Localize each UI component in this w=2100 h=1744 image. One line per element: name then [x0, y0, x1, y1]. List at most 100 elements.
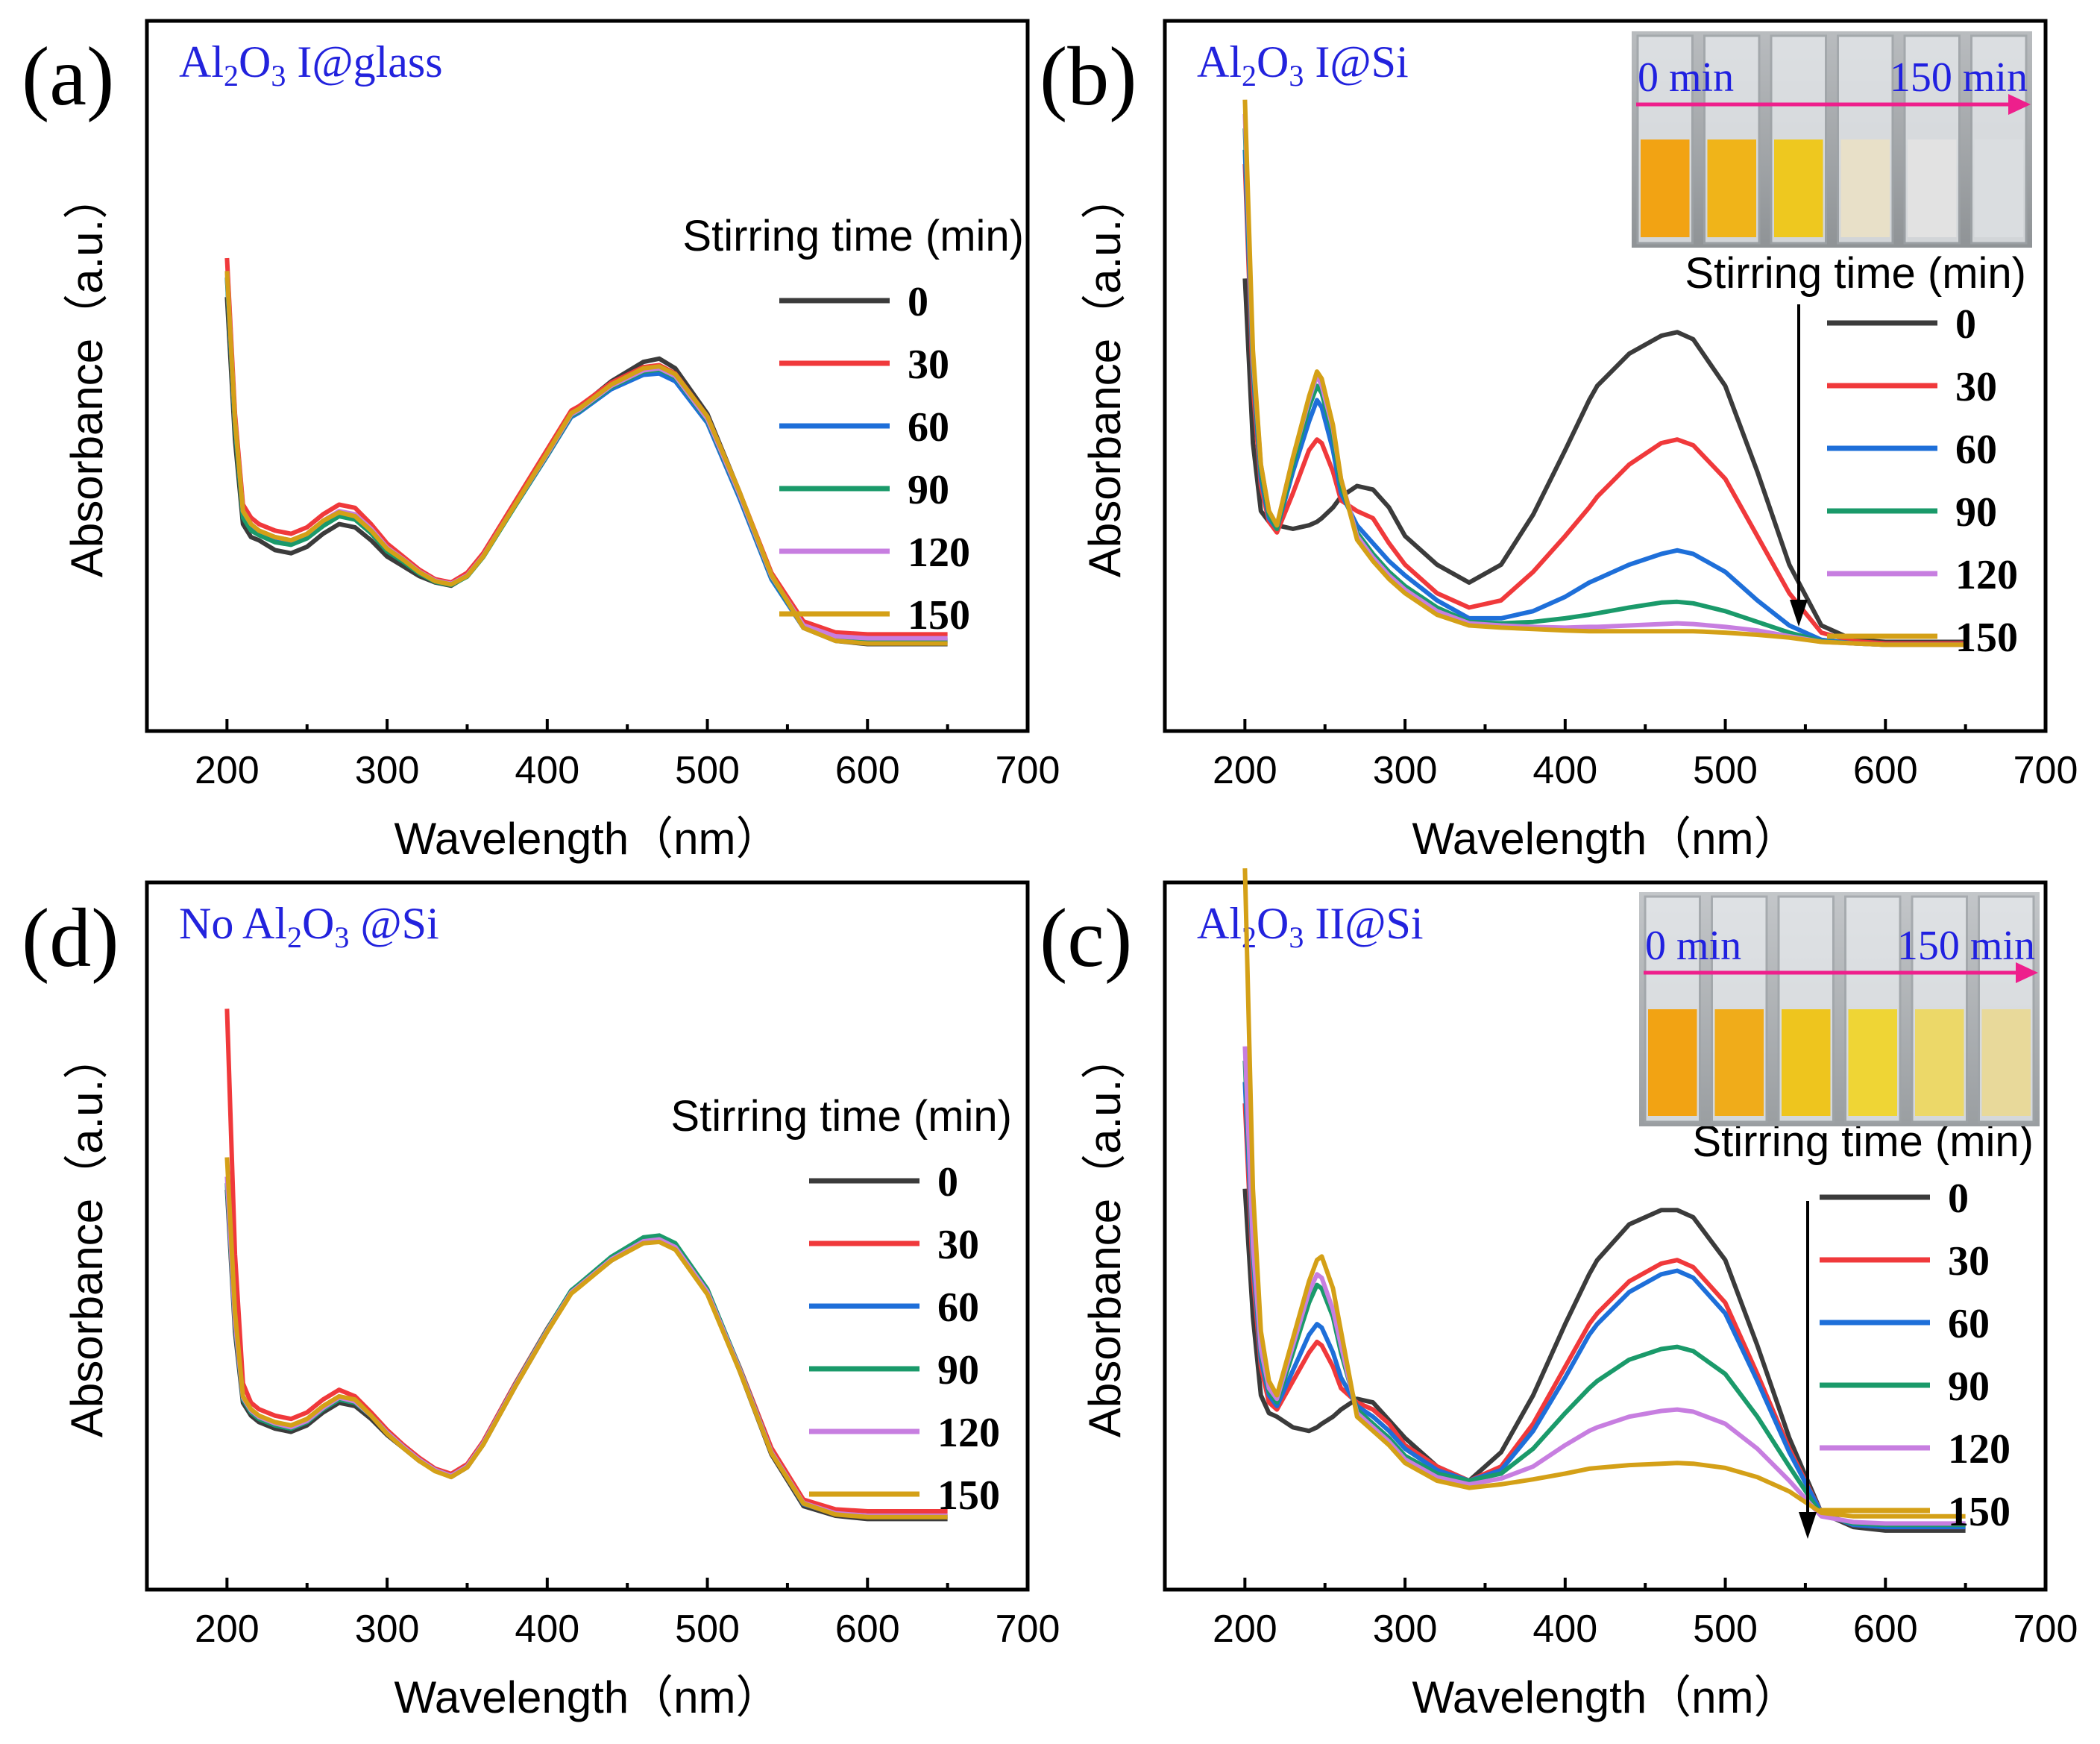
- cuvette-liquid: [1648, 1009, 1697, 1116]
- legend-title: Stirring time (min): [1685, 249, 2026, 298]
- cuvette-liquid: [1981, 1009, 2031, 1116]
- x-tick-label: 500: [675, 1607, 740, 1651]
- series-line-150: [1242, 99, 1966, 647]
- x-tick-label: 500: [1693, 1607, 1758, 1651]
- cuvette-liquid: [1915, 1009, 1964, 1116]
- legend-label-90: 90: [937, 1347, 979, 1393]
- title-text: I@glass: [286, 37, 442, 87]
- legend-label-150: 150: [1955, 615, 2018, 661]
- legend-label-150: 150: [1948, 1489, 2011, 1535]
- time-arrow-head: [2016, 962, 2038, 983]
- cuvette-liquid: [1782, 1009, 1831, 1116]
- title-text: Al: [179, 37, 224, 87]
- title-text: O: [302, 899, 334, 948]
- legend-label-60: 60: [908, 404, 949, 451]
- y-axis-label: Absorbance（a.u.）: [1080, 1035, 1130, 1437]
- x-tick-label: 400: [515, 749, 579, 792]
- legend-label-60: 60: [1948, 1301, 1990, 1347]
- inset-label-start: 0 min: [1638, 54, 1734, 101]
- x-tick-label: 700: [996, 1607, 1060, 1651]
- series-line-0: [1242, 1188, 1966, 1533]
- time-arrow-head: [2008, 94, 2031, 115]
- legend-label-30: 30: [1955, 364, 1997, 410]
- series-line-150: [224, 271, 948, 646]
- legend-title: Stirring time (min): [670, 1092, 1012, 1141]
- subscript: 3: [1289, 59, 1304, 92]
- plot-frame: [1163, 880, 2048, 1592]
- panel-b: 200 300 400 500 600 700Wavelength（nm）Absorban…: [1040, 19, 2078, 864]
- panel-label: (b): [1040, 31, 1137, 123]
- x-tick-label: 200: [195, 749, 260, 792]
- legend-label-0: 0: [1948, 1176, 1969, 1222]
- cuvette-liquid: [1848, 1009, 1897, 1116]
- inset-label-start: 0 min: [1645, 923, 1741, 969]
- series-line-0: [224, 1189, 948, 1522]
- x-tick-label: 600: [1853, 1607, 1918, 1651]
- series-line-30: [1242, 163, 1966, 646]
- title-text: Al: [1197, 37, 1242, 87]
- plot-frame: [1163, 19, 2048, 733]
- cuvette-liquid: [1641, 139, 1690, 237]
- title-text: II@Si: [1304, 899, 1423, 948]
- legend-label-90: 90: [908, 467, 949, 513]
- series-line-30: [224, 257, 948, 637]
- panel-title: No Al2O3 @Si: [179, 899, 439, 954]
- cuvette-liquid: [1840, 139, 1890, 237]
- series-line-120: [1242, 1046, 1966, 1526]
- x-axis-label: Wavelength（nm）: [1412, 1672, 1799, 1722]
- panel-a: 200 300 400 500 600 700Wavelength（nm）Absorban…: [22, 19, 1060, 864]
- x-tick-label: 700: [2013, 749, 2078, 792]
- plot-frame: [145, 880, 1030, 1592]
- cuvette-liquid: [1974, 139, 2023, 237]
- panel-label: (c): [1040, 892, 1132, 985]
- series-line-150: [224, 1157, 948, 1519]
- x-tick-label: 600: [835, 749, 900, 792]
- legend-label-120: 120: [937, 1410, 1000, 1456]
- x-tick-label: 300: [1373, 749, 1438, 792]
- plot-frame: [145, 19, 1030, 733]
- title-text: I@Si: [1304, 37, 1408, 87]
- panel-label: (a): [22, 31, 114, 123]
- title-text: O: [1257, 899, 1289, 948]
- legend-label-0: 0: [937, 1159, 958, 1205]
- legend-label-120: 120: [908, 530, 970, 576]
- cuvette-liquid: [1707, 139, 1756, 237]
- series-line-30: [224, 1009, 948, 1514]
- cuvette-liquid: [1714, 1009, 1764, 1116]
- subscript: 3: [334, 920, 349, 954]
- x-tick-label: 600: [835, 1607, 900, 1651]
- x-axis-label: Wavelength（nm）: [394, 814, 781, 864]
- legend-label-30: 30: [908, 342, 949, 388]
- legend: Stirring time (min) 0 30 60 90 120 150: [670, 1092, 1012, 1519]
- x-tick-label: 400: [515, 1607, 579, 1651]
- subscript: 2: [287, 920, 302, 954]
- title-text: O: [239, 37, 271, 87]
- title-text: O: [1257, 37, 1289, 87]
- x-axis-label: Wavelength（nm）: [394, 1672, 781, 1722]
- y-axis-label: Absorbance（a.u.）: [62, 1035, 112, 1437]
- x-tick-label: 700: [2013, 1607, 2078, 1651]
- series-line-0: [1242, 278, 1966, 644]
- x-tick-label: 500: [1693, 749, 1758, 792]
- subscript: 2: [1242, 59, 1257, 92]
- title-text: @Si: [349, 899, 438, 948]
- subscript: 3: [1289, 920, 1304, 954]
- legend-label-0: 0: [1955, 301, 1976, 348]
- series-line-90: [224, 1183, 948, 1519]
- legend-label-60: 60: [937, 1285, 979, 1331]
- legend-label-90: 90: [1955, 489, 1997, 536]
- legend-label-120: 120: [1955, 552, 2018, 598]
- inset-label-end: 150 min: [1897, 923, 2035, 969]
- x-tick-label: 700: [996, 749, 1060, 792]
- x-tick-label: 400: [1532, 1607, 1597, 1651]
- series-line-120: [224, 271, 948, 641]
- x-tick-label: 500: [675, 749, 740, 792]
- legend-label-90: 90: [1948, 1364, 1990, 1410]
- x-tick-label: 200: [1213, 749, 1277, 792]
- trend-arrow-head: [1790, 600, 1808, 627]
- panel-title: Al2O3 I@glass: [179, 37, 443, 92]
- title-text: Al: [1197, 899, 1242, 948]
- x-tick-label: 400: [1532, 749, 1597, 792]
- legend-label-30: 30: [1948, 1238, 1990, 1285]
